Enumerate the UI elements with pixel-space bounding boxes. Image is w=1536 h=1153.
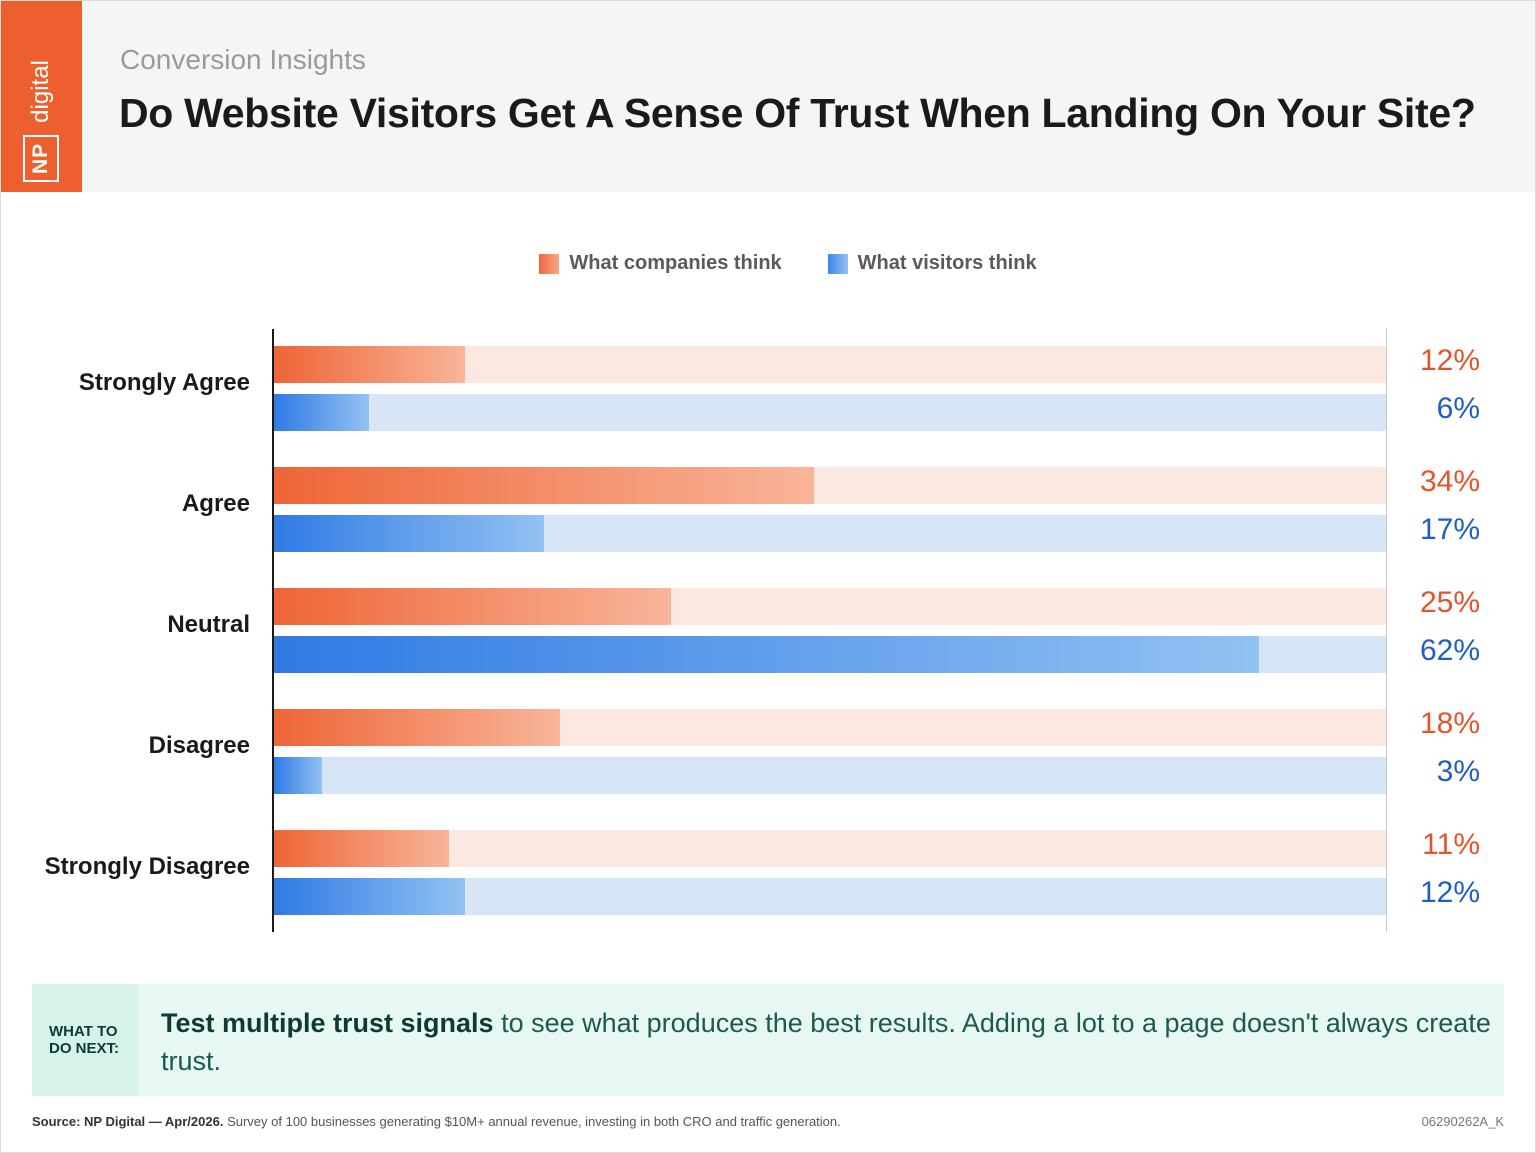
bar-track-companies-neutral: [274, 588, 1386, 625]
legend-item-companies: What companies think: [539, 252, 782, 275]
bar-track-visitors-neutral: [274, 636, 1386, 673]
header-band: [1, 1, 1535, 192]
logo-digital-word: digital: [27, 60, 54, 123]
chart-legend: What companies think What visitors think: [0, 252, 1536, 275]
bar-companies-strongly-agree: [274, 346, 465, 383]
callout-bold: Test multiple trust signals: [161, 1008, 494, 1038]
callout-tag: WHAT TO DO NEXT:: [32, 984, 138, 1096]
page-subtitle: Conversion Insights: [120, 44, 366, 75]
callout-tag-line1: WHAT TO: [49, 1023, 118, 1040]
category-label-strongly-disagree: Strongly Disagree: [44, 853, 250, 880]
legend-swatch-companies: [539, 253, 560, 274]
value-label-visitors-strongly-disagree: 12%: [1419, 876, 1480, 909]
bar-track-companies-disagree: [274, 709, 1386, 746]
value-label-visitors-strongly-agree: 6%: [1436, 392, 1480, 425]
callout-text: Test multiple trust signals to see what …: [161, 1004, 1491, 1080]
source-note: Source: NP Digital — Apr/2026. Survey of…: [32, 1114, 841, 1129]
callout-body: to see what produces the best results. A…: [161, 1008, 1491, 1076]
value-label-companies-strongly-disagree: 11%: [1422, 828, 1480, 861]
bar-companies-neutral: [274, 588, 672, 625]
category-label-agree: Agree: [181, 490, 250, 517]
right-boundary-line: [1386, 329, 1387, 932]
page-title: Do Website Visitors Get A Sense Of Trust…: [119, 90, 1476, 136]
category-label-strongly-agree: Strongly Agree: [78, 369, 250, 396]
logo-np-mark: NP: [23, 134, 59, 182]
value-label-visitors-neutral: 62%: [1419, 634, 1480, 667]
value-label-visitors-disagree: 3%: [1436, 755, 1480, 788]
legend-swatch-visitors: [827, 253, 848, 274]
legend-label-visitors: What visitors think: [857, 252, 1037, 274]
figure-code: 06290262A_K: [1421, 1114, 1504, 1129]
value-label-visitors-agree: 17%: [1419, 513, 1480, 546]
np-digital-logo: NP digital: [1, 1, 82, 192]
source-text: Survey of 100 businesses generating $10M…: [223, 1114, 841, 1129]
source-bold: Source: NP Digital — Apr/2026.: [32, 1114, 224, 1129]
bar-track-companies-agree: [274, 467, 1386, 504]
bar-companies-disagree: [274, 709, 560, 746]
bar-visitors-agree: [274, 515, 545, 552]
value-label-companies-strongly-agree: 12%: [1419, 344, 1480, 377]
value-label-companies-neutral: 25%: [1419, 586, 1480, 619]
bar-track-visitors-strongly-disagree: [274, 878, 1386, 915]
bar-visitors-disagree: [274, 757, 322, 794]
bar-track-visitors-disagree: [274, 757, 1386, 794]
value-label-companies-disagree: 18%: [1419, 707, 1480, 740]
value-label-companies-agree: 34%: [1419, 465, 1480, 498]
category-label-neutral: Neutral: [167, 611, 250, 638]
y-axis-line: [272, 329, 274, 932]
category-label-disagree: Disagree: [148, 732, 250, 759]
callout-tag-line2: DO NEXT:: [49, 1040, 120, 1057]
bar-companies-strongly-disagree: [274, 830, 449, 867]
legend-item-visitors: What visitors think: [827, 252, 1037, 275]
bar-visitors-strongly-agree: [274, 394, 370, 431]
bar-visitors-strongly-disagree: [274, 878, 465, 915]
bar-track-visitors-agree: [274, 515, 1386, 552]
legend-label-companies: What companies think: [569, 252, 782, 274]
what-to-do-next-callout: WHAT TO DO NEXT: Test multiple trust sig…: [32, 984, 1504, 1096]
bar-track-companies-strongly-disagree: [274, 830, 1386, 867]
bar-track-companies-strongly-agree: [274, 346, 1386, 383]
bar-visitors-neutral: [274, 636, 1259, 673]
bar-track-visitors-strongly-agree: [274, 394, 1386, 431]
bar-companies-agree: [274, 467, 815, 504]
